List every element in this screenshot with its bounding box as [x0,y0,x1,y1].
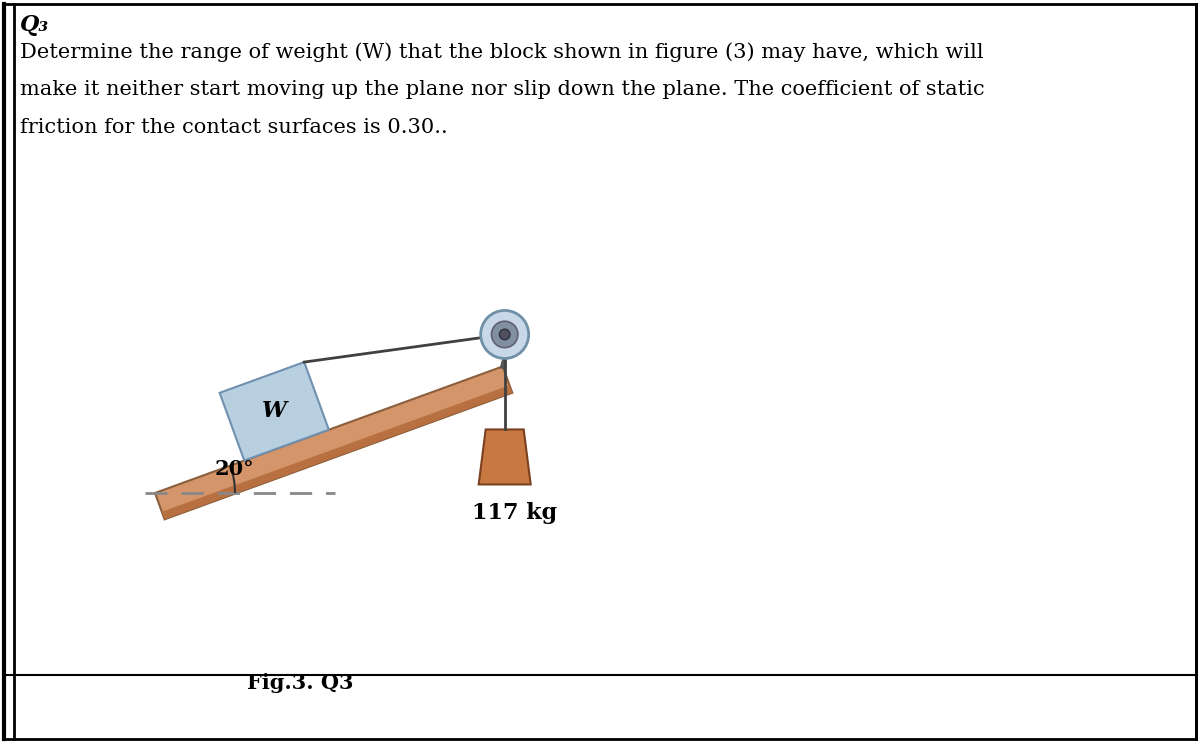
Text: 117 kg: 117 kg [472,502,557,525]
Text: 20°: 20° [215,459,254,479]
Text: make it neither start moving up the plane nor slip down the plane. The coefficie: make it neither start moving up the plan… [20,80,985,99]
Text: W: W [262,400,287,422]
Text: Q₃: Q₃ [20,14,49,36]
Polygon shape [155,366,512,519]
Polygon shape [220,362,329,461]
Circle shape [499,329,510,340]
Text: Determine the range of weight (W) that the block shown in figure (3) may have, w: Determine the range of weight (W) that t… [20,42,984,62]
Circle shape [492,321,518,348]
Polygon shape [162,386,512,519]
Circle shape [481,311,529,358]
Polygon shape [479,429,530,484]
Text: friction for the contact surfaces is 0.30..: friction for the contact surfaces is 0.3… [20,118,448,137]
Text: Fig.3. Q3: Fig.3. Q3 [247,673,353,693]
